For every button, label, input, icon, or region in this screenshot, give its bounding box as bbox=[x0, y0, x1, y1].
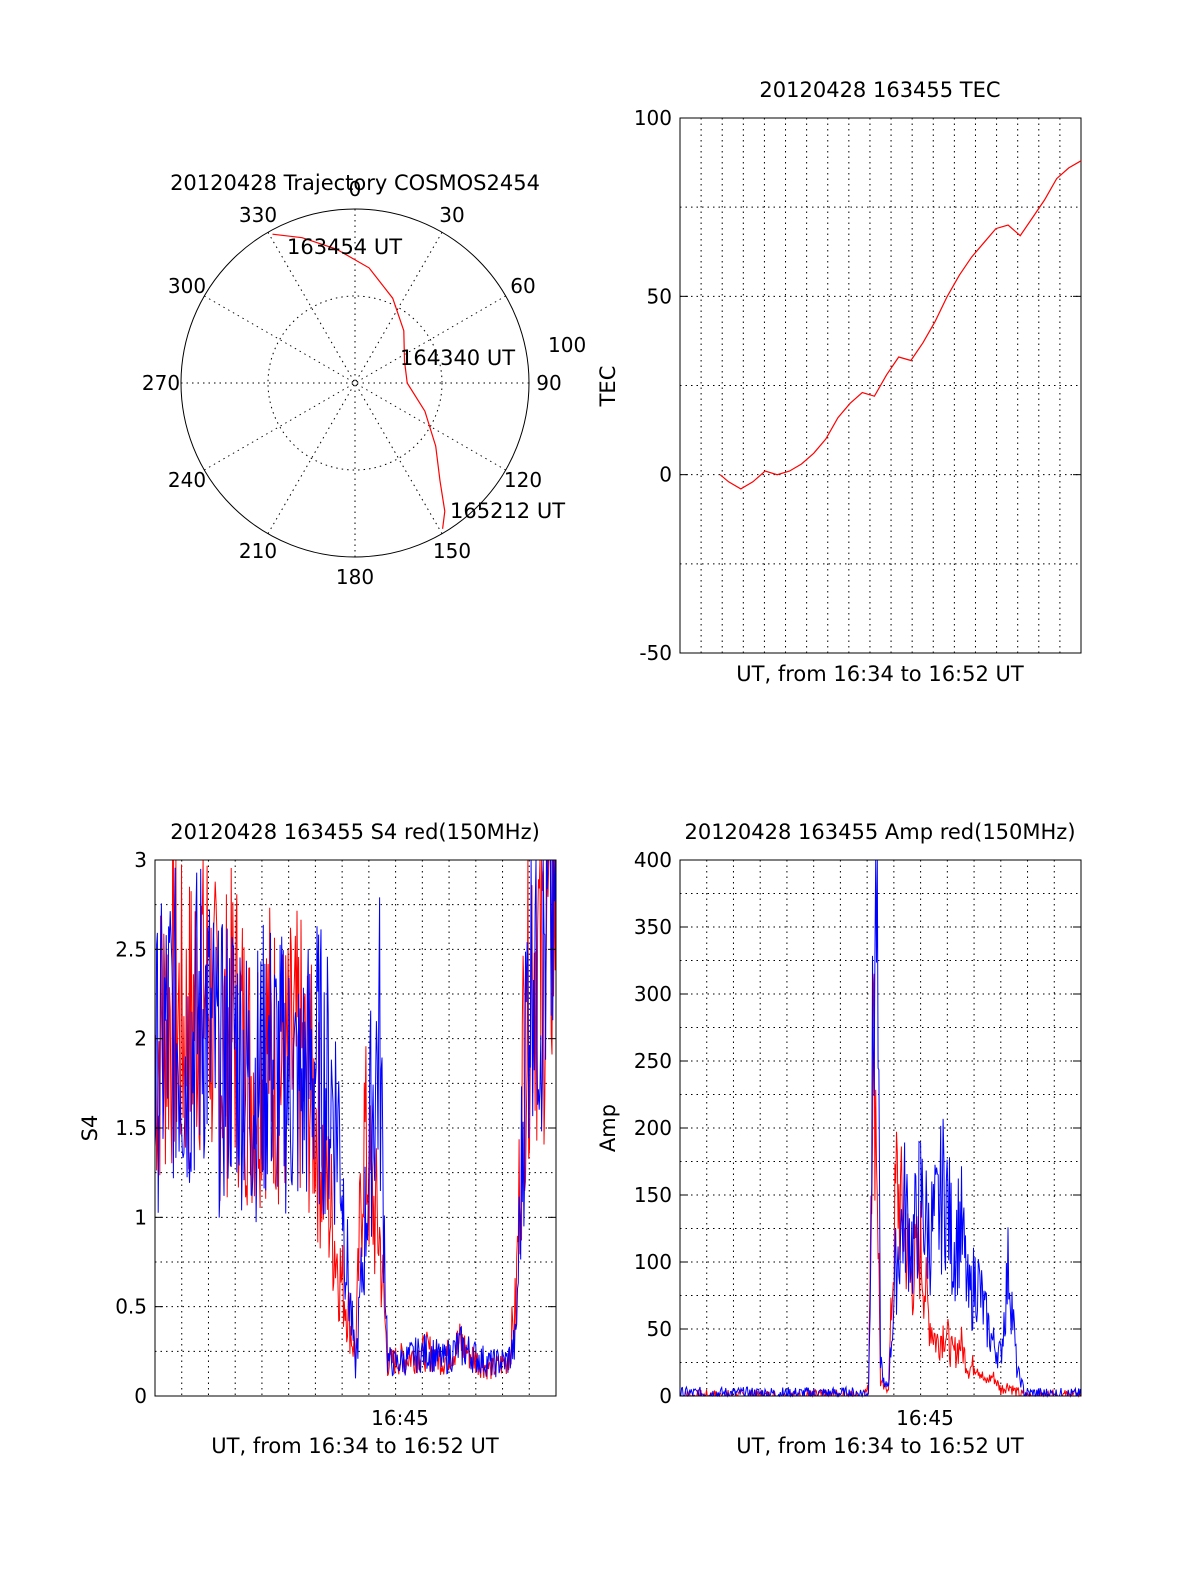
s4-series-0 bbox=[154, 859, 557, 1380]
amp-ytick-label: 300 bbox=[634, 982, 672, 1006]
polar-radius-label: 100 bbox=[548, 333, 586, 357]
polar-angle-label-270: 270 bbox=[142, 371, 180, 395]
s4-ytick-label: 0.5 bbox=[115, 1295, 147, 1319]
tec-frame bbox=[679, 117, 1082, 654]
polar-angle-label-210: 210 bbox=[239, 539, 277, 563]
tec-grid bbox=[680, 118, 1081, 653]
polar-spoke-120 bbox=[204, 295, 506, 471]
amp-ytick-label: 400 bbox=[634, 848, 672, 872]
tec-ytick-label: 100 bbox=[634, 106, 672, 130]
s4-ytick-label: 1.5 bbox=[115, 1116, 147, 1140]
amp-ytick-label: 0 bbox=[659, 1384, 672, 1408]
amp-ytick-label: 350 bbox=[634, 915, 672, 939]
amp-ytick-label: 150 bbox=[634, 1183, 672, 1207]
s4-ytick-label: 1 bbox=[134, 1205, 147, 1229]
amp-ytick-label: 50 bbox=[647, 1317, 672, 1341]
s4-xlabel: UT, from 16:34 to 16:52 UT bbox=[211, 1434, 499, 1458]
tec-series-line bbox=[719, 160, 1082, 490]
tec-plot: 20120428 163455 TEC 100 50 0 -50 TEC UT, fr… bbox=[596, 78, 1082, 686]
amp-plot: 20120428 163455 Amp red(150MHz) 400 350 30… bbox=[596, 820, 1082, 1458]
trajectory-polar-plot: 20120428 Trajectory COSMOS2454 0 30 60 90 12… bbox=[142, 171, 586, 589]
polar-title: 20120428 Trajectory COSMOS2454 bbox=[170, 171, 540, 195]
polar-angle-label-240: 240 bbox=[168, 468, 206, 492]
polar-spoke-150 bbox=[267, 232, 443, 534]
polar-angle-label-180: 180 bbox=[336, 565, 374, 589]
tec-ytick-label: 0 bbox=[659, 463, 672, 487]
s4-series-1 bbox=[154, 859, 557, 1379]
s4-frame bbox=[154, 859, 557, 1397]
s4-series-lines bbox=[154, 859, 557, 1380]
polar-angle-label-30: 30 bbox=[439, 203, 464, 227]
tec-xlabel: UT, from 16:34 to 16:52 UT bbox=[736, 662, 1024, 686]
amp-ylabel: Amp bbox=[596, 1104, 620, 1152]
polar-angle-label-0: 0 bbox=[349, 177, 362, 201]
s4-ytick-label: 2.5 bbox=[115, 937, 147, 961]
amp-ytick-label: 100 bbox=[634, 1250, 672, 1274]
s4-grid bbox=[155, 860, 556, 1396]
polar-angle-label-300: 300 bbox=[168, 274, 206, 298]
s4-title: 20120428 163455 S4 red(150MHz) bbox=[170, 820, 540, 844]
s4-ytick-label: 0 bbox=[134, 1384, 147, 1408]
polar-spoke-60 bbox=[204, 295, 506, 471]
polar-angle-label-90: 90 bbox=[536, 371, 561, 395]
tec-ylabel: TEC bbox=[596, 366, 620, 408]
s4-ytick-label: 3 bbox=[134, 848, 147, 872]
tec-title: 20120428 163455 TEC bbox=[759, 78, 1000, 102]
amp-ytick-label: 200 bbox=[634, 1116, 672, 1140]
amp-xtick-1645: 16:45 bbox=[896, 1406, 954, 1430]
trajectory-start-label: 163454 UT bbox=[287, 235, 402, 259]
polar-angle-labels: 0 30 60 90 120 150 180 210 240 270 300 330 bbox=[142, 177, 562, 589]
s4-plot: 20120428 163455 S4 red(150MHz) 3 2.5 2 1.5 1… bbox=[78, 820, 557, 1458]
s4-xtick-1645: 16:45 bbox=[371, 1406, 429, 1430]
tec-ytick-label: -50 bbox=[639, 641, 672, 665]
amp-title: 20120428 163455 Amp red(150MHz) bbox=[684, 820, 1075, 844]
trajectory-end-label: 165212 UT bbox=[450, 499, 565, 523]
polar-inner-circle bbox=[267, 295, 443, 471]
polar-angle-label-120: 120 bbox=[504, 468, 542, 492]
amp-series-1 bbox=[679, 859, 1082, 1398]
amp-series-lines bbox=[679, 859, 1082, 1398]
polar-angle-label-150: 150 bbox=[433, 539, 471, 563]
tec-y-ticks: 100 50 0 -50 bbox=[634, 106, 1081, 665]
s4-ytick-label: 2 bbox=[134, 1027, 147, 1051]
amp-grid bbox=[680, 860, 1081, 1396]
tec-ytick-label: 50 bbox=[647, 284, 672, 308]
amp-xlabel: UT, from 16:34 to 16:52 UT bbox=[736, 1434, 1024, 1458]
polar-spoke-30 bbox=[267, 232, 443, 534]
s4-ylabel: S4 bbox=[78, 1115, 102, 1142]
polar-angle-label-60: 60 bbox=[510, 274, 535, 298]
amp-y-ticks: 400 350 300 250 200 150 100 50 0 bbox=[634, 848, 1081, 1408]
s4-y-ticks: 3 2.5 2 1.5 1 0.5 0 bbox=[115, 848, 556, 1408]
trajectory-path bbox=[272, 233, 446, 529]
polar-angle-label-330: 330 bbox=[239, 203, 277, 227]
trajectory-middle-label: 164340 UT bbox=[400, 346, 515, 370]
amp-ytick-label: 250 bbox=[634, 1049, 672, 1073]
